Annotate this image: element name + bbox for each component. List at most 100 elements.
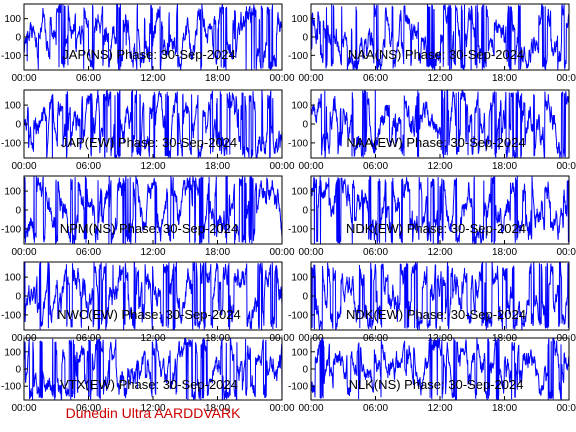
x-tick-label: 00:00 — [556, 247, 576, 258]
x-tick-label: 12:00 — [427, 403, 452, 414]
x-tick-label: 00:00 — [11, 403, 36, 414]
x-tick-label: 00:00 — [269, 403, 294, 414]
phase-panel: 100 0 -100 00:00 06:00 12:00 18:00 00:00 JAP(NS)… — [1, 3, 295, 84]
phase-panel: 1000-10000:0006:0012:0018:0000:00NDK(EW)… — [288, 175, 576, 258]
x-tick-label: 18:00 — [205, 403, 230, 414]
y-tick-label: 0 — [302, 33, 308, 44]
y-tick-label: 0 — [15, 292, 21, 303]
y-tick-label: 100 — [4, 14, 21, 25]
x-tick-label: 00:00 — [298, 403, 323, 414]
panel-title: JAP(NS) Phase: 30-Sep-2024 — [62, 47, 235, 62]
x-tick-label: 12:00 — [140, 73, 165, 84]
x-tick-label: 18:00 — [205, 161, 230, 172]
y-tick-label: 100 — [4, 101, 21, 112]
phase-panel: 100 0 -100 00:00 06:00 12:00 18:00 00:00 NAA(NS)… — [288, 3, 576, 84]
panel-title: NLK(NS) Phase: 30-Sep-2024 — [349, 377, 524, 392]
y-tick-label: 100 — [4, 273, 21, 284]
x-tick-label: 00:00 — [298, 73, 323, 84]
x-tick-label: 12:00 — [427, 247, 452, 258]
phase-panel: 100 0 -100 00:00 06:00 12:00 18:00 00:00 JAP(EW)… — [1, 89, 295, 172]
phase-trace — [311, 4, 569, 70]
x-tick-label: 06:00 — [363, 247, 388, 258]
y-tick-label: -100 — [288, 138, 308, 149]
x-tick-label: 18:00 — [205, 73, 230, 84]
panel-title: JAP(EW) Phase: 30-Sep-2024 — [61, 135, 237, 150]
x-tick-label: 06:00 — [363, 73, 388, 84]
y-tick-label: -100 — [1, 51, 21, 62]
x-tick-label: 00:00 — [556, 403, 576, 414]
x-tick-label: 18:00 — [205, 247, 230, 258]
y-tick-label: 100 — [291, 347, 308, 358]
x-tick-label: 06:00 — [76, 247, 101, 258]
y-tick-label: 0 — [15, 206, 21, 217]
x-tick-label: 12:00 — [140, 247, 165, 258]
y-tick-label: 100 — [4, 347, 21, 358]
x-tick-label: 00:00 — [298, 161, 323, 172]
phase-panel: 100 0 -100 00:00 06:00 12:00 18:00 00:00 NAA(EW)… — [288, 89, 576, 172]
phase-trace — [24, 176, 282, 244]
y-tick-label: -100 — [288, 382, 308, 393]
panel-title: NAA(EW) Phase: 30-Sep-2024 — [346, 135, 525, 150]
y-tick-label: 0 — [302, 292, 308, 303]
y-tick-label: -100 — [288, 224, 308, 235]
y-tick-label: -100 — [1, 382, 21, 393]
x-tick-label: 18:00 — [492, 403, 517, 414]
y-tick-label: -100 — [288, 310, 308, 321]
phase-panel: 100 0 -100 00:00 06:00 12:00 18:00 00:00 NLK(NS)… — [288, 337, 576, 414]
x-tick-label: 06:00 — [363, 403, 388, 414]
phase-trace — [311, 262, 569, 330]
x-tick-label: 06:00 — [76, 73, 101, 84]
x-tick-label: 00:00 — [269, 73, 294, 84]
x-tick-label: 00:00 — [11, 161, 36, 172]
phase-panel: 1000-10000:0006:0012:0018:0000:00NDK(EW)… — [288, 261, 576, 344]
x-tick-label: 12:00 — [140, 161, 165, 172]
panel-title: VTX(EW) Phase: 30-Sep-2024 — [60, 377, 238, 392]
x-tick-label: 00:00 — [269, 247, 294, 258]
phase-panel: 100 0 -100 00:00 06:00 12:00 18:00 00:00 NPM(NS)… — [1, 175, 295, 258]
panel-title: NDK(EW) Phase: 30-Sep-2024 — [346, 307, 526, 322]
x-tick-label: 00:00 — [11, 247, 36, 258]
phase-trace — [311, 338, 569, 400]
footer-title: Dunedin Ultra AARDDVARK — [66, 405, 241, 421]
y-tick-label: 100 — [4, 187, 21, 198]
x-tick-label: 06:00 — [76, 161, 101, 172]
panel-title: NPM(NS) Phase: 30-Sep-2024 — [60, 221, 238, 236]
y-tick-label: 0 — [302, 206, 308, 217]
x-tick-label: 00:00 — [269, 161, 294, 172]
x-tick-label: 00:00 — [556, 73, 576, 84]
x-tick-label: 18:00 — [492, 247, 517, 258]
panel-title: NWC(EW) Phase: 30-Sep-2024 — [57, 307, 241, 322]
y-tick-label: -100 — [1, 310, 21, 321]
x-tick-label: 06:00 — [363, 161, 388, 172]
x-tick-label: 18:00 — [492, 73, 517, 84]
y-tick-label: -100 — [1, 138, 21, 149]
y-tick-label: 0 — [15, 33, 21, 44]
x-tick-label: 12:00 — [140, 403, 165, 414]
x-tick-label: 12:00 — [427, 161, 452, 172]
y-tick-label: 100 — [291, 187, 308, 198]
x-tick-label: 00:00 — [11, 73, 36, 84]
phase-panel: 100 0 -100 00:00 06:00 12:00 18:00 00:00 VTX(EW)… — [1, 337, 295, 414]
y-tick-label: -100 — [1, 224, 21, 235]
phase-trace — [24, 338, 282, 400]
y-tick-label: 0 — [15, 120, 21, 131]
phase-trace — [24, 262, 282, 330]
y-tick-label: 0 — [302, 365, 308, 376]
phase-trace — [24, 90, 282, 158]
phase-trace — [311, 90, 569, 158]
phase-trace — [24, 4, 282, 70]
y-tick-label: 0 — [302, 120, 308, 131]
phase-trace — [311, 176, 569, 244]
y-tick-label: -100 — [288, 51, 308, 62]
y-tick-label: 0 — [15, 365, 21, 376]
x-tick-label: 12:00 — [427, 73, 452, 84]
x-tick-label: 00:00 — [298, 247, 323, 258]
y-tick-label: 100 — [291, 101, 308, 112]
x-tick-label: 06:00 — [76, 403, 101, 414]
y-tick-label: 100 — [291, 14, 308, 25]
panel-title: NAA(NS) Phase: 30-Sep-2024 — [348, 47, 524, 62]
x-tick-label: 18:00 — [492, 161, 517, 172]
y-tick-label: 100 — [291, 273, 308, 284]
